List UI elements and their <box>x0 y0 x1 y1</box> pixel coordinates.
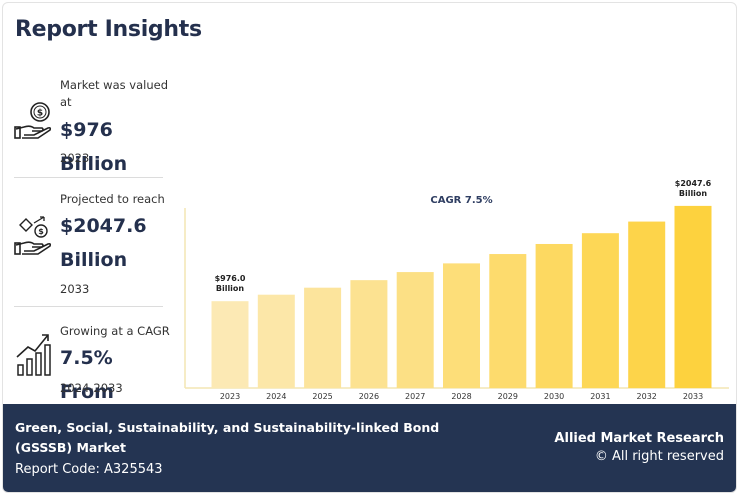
divider <box>14 306 163 307</box>
stat-year: 2024-2033 <box>60 381 123 395</box>
bar-2025 <box>304 287 342 388</box>
x-tick-label: 2032 <box>637 392 657 401</box>
stat-value: $976 Billion <box>60 119 128 175</box>
x-tick-label: 2027 <box>405 392 425 401</box>
stat-label: Market was valued at <box>60 78 168 109</box>
money-hand-icon: $ <box>14 102 52 139</box>
x-tick-label: 2030 <box>544 392 564 401</box>
bar-2024 <box>257 294 295 388</box>
brand-name: Allied Market Research <box>554 431 724 446</box>
bar-2033 <box>674 205 712 388</box>
data-label-value: $2047.6 <box>675 179 712 188</box>
data-label-unit: Billion <box>679 189 708 198</box>
copyright-text: © All right reserved <box>594 449 724 464</box>
divider <box>14 177 163 178</box>
x-tick-label: 2029 <box>498 392 518 401</box>
bar-2023 <box>211 301 249 388</box>
bar-2026 <box>350 280 388 388</box>
market-name: Green, Social, Sustainability, and Susta… <box>15 420 440 455</box>
svg-text:$: $ <box>38 227 44 236</box>
bar-2031 <box>581 233 619 388</box>
bar-2032 <box>628 221 666 388</box>
x-tick-label: 2026 <box>359 392 379 401</box>
svg-text:$: $ <box>37 109 43 119</box>
stat-year: 2033 <box>60 282 90 296</box>
bar-2030 <box>535 243 573 388</box>
bar-chart: 2023 2024 2025 2026 2027 2028 2029 2030 2031 2032… <box>184 179 729 401</box>
report-code: Report Code: A325543 <box>15 462 163 477</box>
data-label-unit: Billion <box>216 284 245 293</box>
x-tick-label: 2028 <box>451 392 471 401</box>
bar-2028 <box>443 263 480 388</box>
growth-coin-hand-icon: $ <box>14 216 52 255</box>
x-tick-label: 2033 <box>683 392 703 401</box>
data-label-value: $976.0 <box>215 274 246 283</box>
x-tick-label: 2031 <box>590 392 610 401</box>
page-title: Report Insights <box>15 17 202 42</box>
stat-label: Projected to reach <box>60 192 165 206</box>
stat-market-value: $ Market was valued at $976 Billion 2023 <box>14 75 168 175</box>
growth-chart-icon <box>16 334 51 376</box>
stat-value: 7.5% From <box>60 347 114 403</box>
stat-label: Growing at a CAGR <box>60 324 170 338</box>
stat-projected-value: $ Projected to reach $2047.6 Billion 203… <box>14 189 165 299</box>
x-tick-label: 2023 <box>220 392 240 401</box>
x-tick-label: 2024 <box>266 392 286 401</box>
cagr-annotation: CAGR 7.5% <box>430 195 492 206</box>
footer-banner: Green, Social, Sustainability, and Susta… <box>3 404 736 492</box>
x-tick-label: 2025 <box>312 392 332 401</box>
stat-value: $2047.6 Billion <box>60 215 147 271</box>
stat-year: 2023 <box>60 151 90 165</box>
bar-2029 <box>489 254 527 388</box>
bar-2027 <box>396 272 434 388</box>
stat-cagr: Growing at a CAGR 7.5% From 2024-2033 <box>14 319 170 403</box>
